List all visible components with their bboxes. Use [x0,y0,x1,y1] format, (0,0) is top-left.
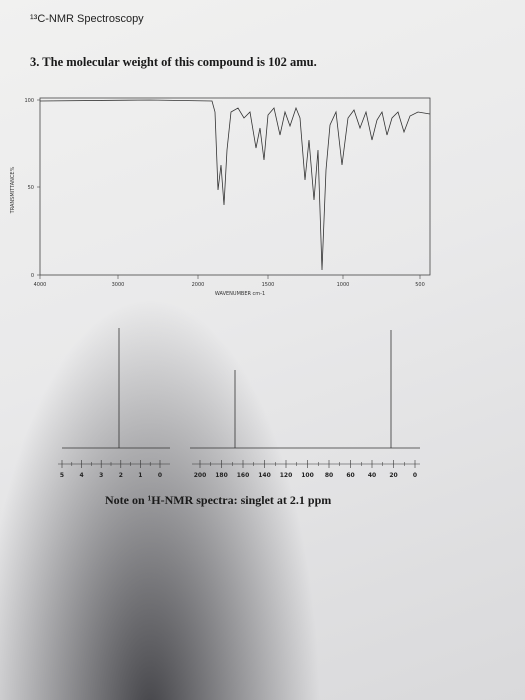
c-nmr-tick-label: 140 [258,472,271,479]
ir-frame [39,97,431,276]
question: 3. The molecular weight of this compound… [30,55,317,69]
note: Note on ¹H-NMR spectra: singlet at 2.1 p… [105,493,331,507]
h-nmr-tick-label: 1 [138,472,142,479]
ir-x-tick-label: 1500 [262,282,275,288]
ir-x-tick-label: 500 [415,282,425,288]
c-nmr-tick-label: 100 [301,472,314,479]
c-nmr-tick-label: 180 [215,472,228,479]
h-nmr-tick-label: 0 [158,472,162,479]
c-nmr-tick-label: 60 [346,472,354,479]
h-nmr-tick-label: 2 [119,472,123,479]
c-nmr-tick-label: 160 [237,472,250,479]
c-nmr-tick-label: 200 [194,472,207,479]
c-nmr-tick-label: 40 [368,472,376,479]
ir-x-tick-label: 1000 [337,282,350,288]
ir-y-tick-label: 50 [28,185,34,191]
ir-x-tick-label: 2000 [192,282,205,288]
ir-y-axis-label: TRANSMITTANCE% [10,166,16,214]
ir-y-tick-label: 0 [31,273,34,279]
section-title: ¹³C-NMR Spectroscopy [30,13,144,25]
c-nmr-tick-label: 80 [325,472,333,479]
ir-x-axis-label: WAVENUMBER cm-1 [215,291,265,297]
ir-x-tick-label: 4000 [34,282,47,288]
ir-y-tick-label: 100 [24,98,34,104]
h-nmr-tick-label: 3 [99,472,103,479]
c-nmr-tick-label: 120 [280,472,293,479]
c-nmr-tick-label: 0 [413,472,417,479]
c-nmr-tick-label: 20 [389,472,397,479]
ir-x-tick-label: 3000 [112,282,125,288]
ir-trace [39,99,431,271]
h-nmr-tick-label: 4 [80,472,84,479]
h-nmr-tick-label: 5 [60,472,64,479]
